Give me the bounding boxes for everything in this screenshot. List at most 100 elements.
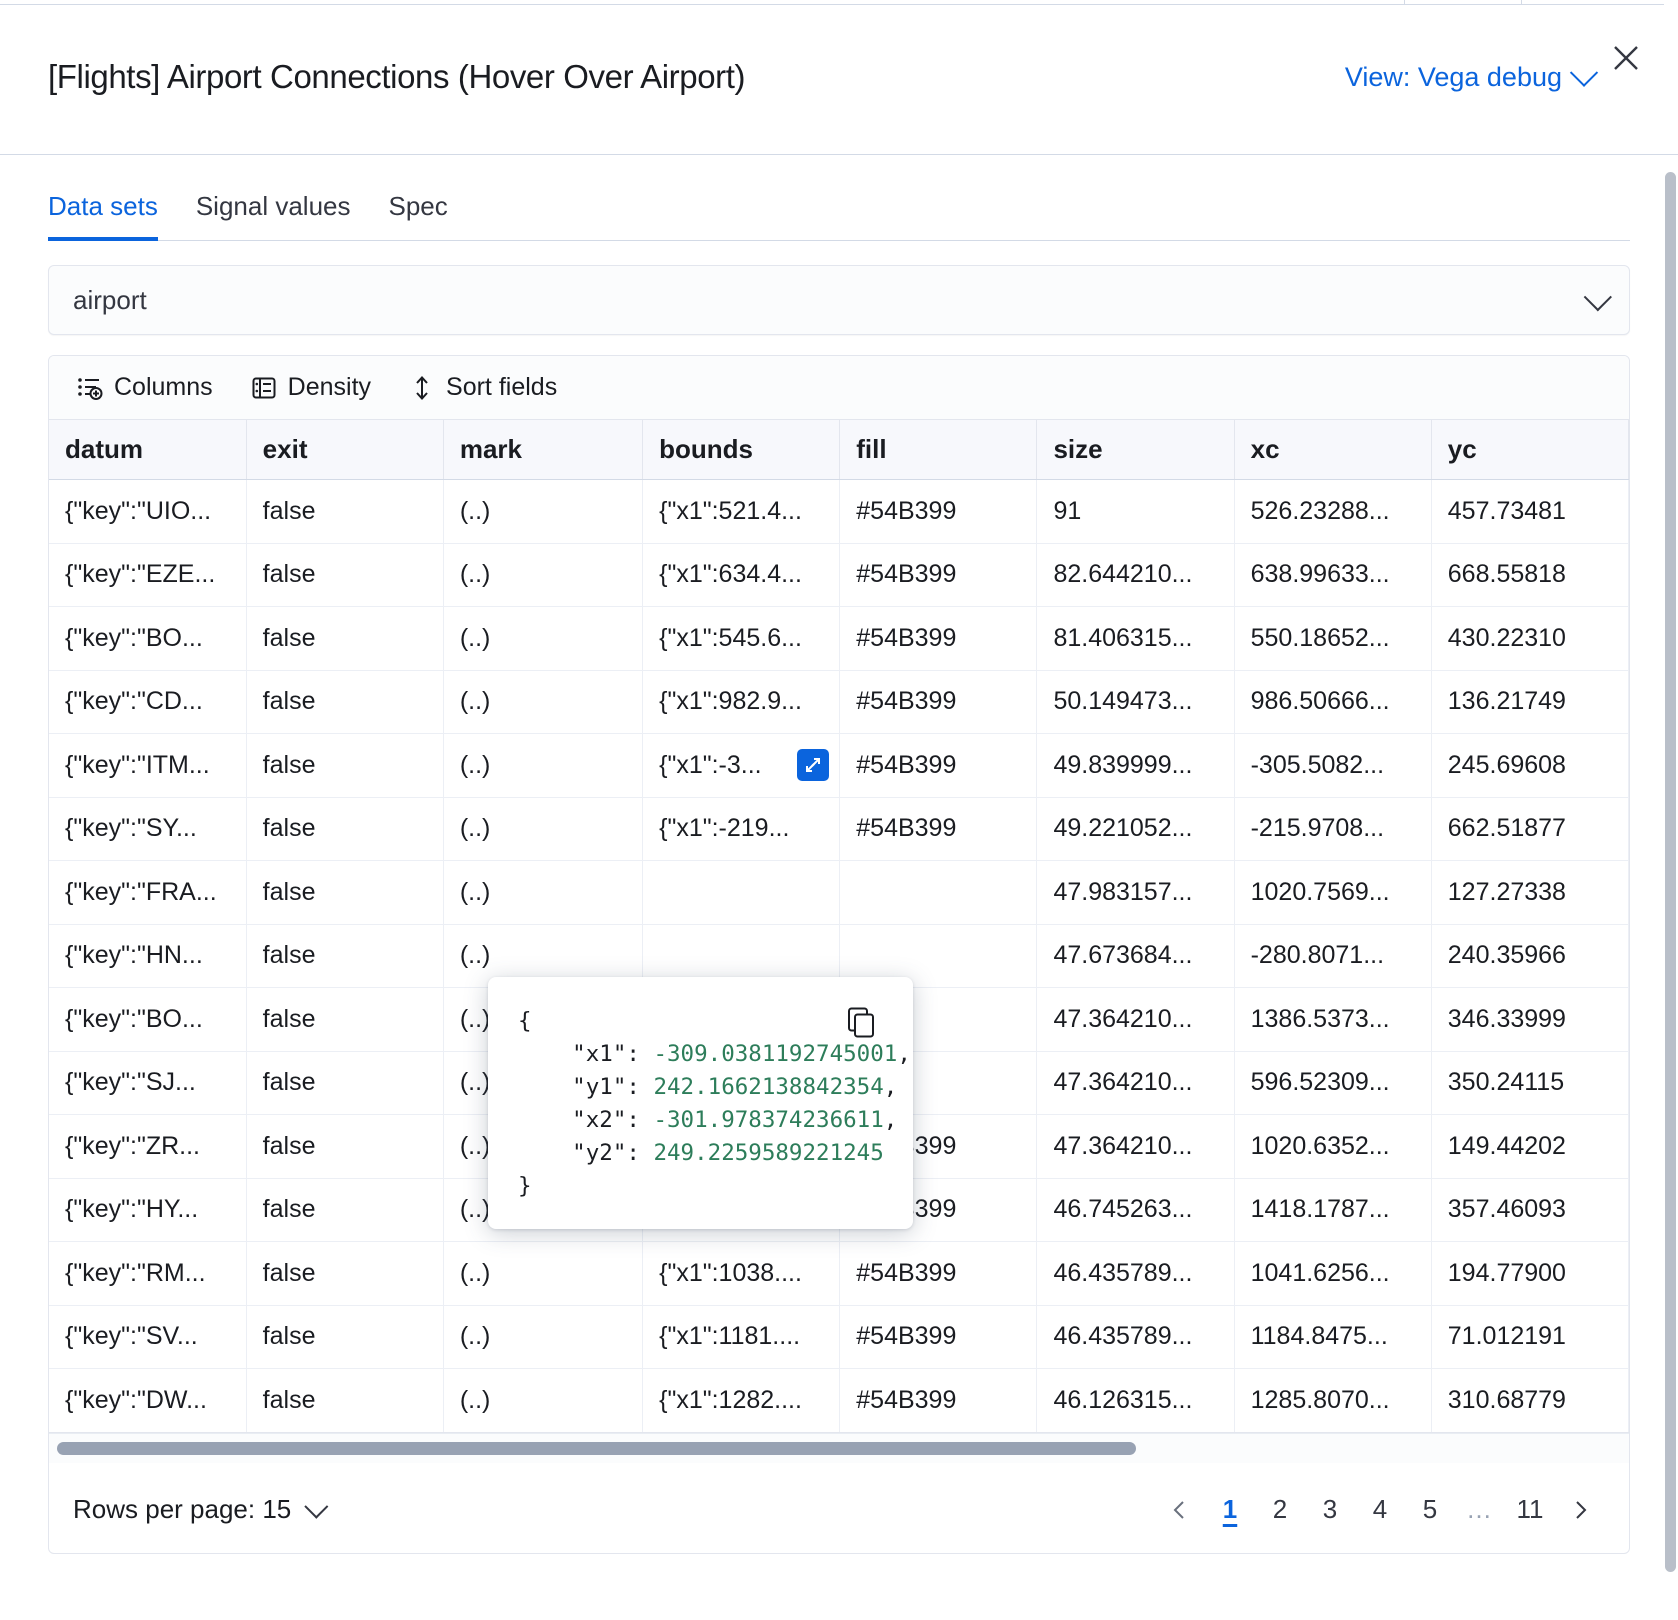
cell-mark[interactable]: (..) — [443, 733, 644, 798]
table-row[interactable]: {"key":"UIO... false (..) {"x1":521.4... #54… — [49, 479, 1629, 544]
columns-button[interactable]: Columns — [77, 373, 213, 402]
cell-yc[interactable]: 662.51877 — [1431, 797, 1629, 861]
table-row[interactable]: {"key":"EZE... false (..) {"x1":634.4... #54… — [49, 543, 1629, 607]
cell-bounds[interactable]: {"x1":1282.... — [642, 1368, 841, 1433]
cell-datum[interactable]: {"key":"RM... — [49, 1241, 247, 1306]
table-row[interactable]: {"key":"CD... false (..) {"x1":982.9... #54B… — [49, 670, 1629, 734]
cell-datum[interactable]: {"key":"HN... — [49, 924, 247, 988]
cell-size[interactable]: 47.983157... — [1036, 860, 1235, 925]
rows-per-page-select[interactable]: Rows per page: 15 — [73, 1494, 329, 1525]
cell-fill[interactable]: #54B399 — [839, 797, 1038, 861]
cell-exit[interactable]: false — [246, 479, 444, 544]
cell-bounds[interactable] — [642, 860, 841, 925]
cell-exit[interactable]: false — [246, 1051, 444, 1115]
cell-yc[interactable]: 357.46093 — [1431, 1178, 1629, 1242]
cell-mark[interactable]: (..) — [443, 670, 644, 734]
horizontal-scroll-track[interactable] — [57, 1441, 1621, 1455]
cell-datum[interactable]: {"key":"CD... — [49, 670, 247, 734]
chevron-left-icon[interactable] — [1155, 1485, 1205, 1535]
page-button-2[interactable]: 2 — [1272, 1494, 1288, 1524]
cell-yc[interactable]: 346.33999 — [1431, 987, 1629, 1052]
cell-size[interactable]: 49.221052... — [1036, 797, 1235, 861]
cell-mark[interactable]: (..) — [443, 1368, 644, 1433]
cell-exit[interactable]: false — [246, 924, 444, 988]
cell-fill[interactable]: #54B399 — [839, 479, 1038, 544]
copy-icon[interactable] — [847, 1007, 877, 1044]
cell-xc[interactable]: 1041.6256... — [1234, 1241, 1432, 1306]
cell-exit[interactable]: false — [246, 1305, 444, 1369]
horizontal-scrollbar[interactable] — [49, 1432, 1629, 1463]
cell-xc[interactable]: -215.9708... — [1234, 797, 1432, 861]
cell-xc[interactable]: 1020.6352... — [1234, 1114, 1432, 1179]
cell-yc[interactable]: 127.27338 — [1431, 860, 1629, 925]
cell-size[interactable]: 47.364210... — [1036, 987, 1235, 1052]
cell-datum[interactable]: {"key":"SJ... — [49, 1051, 247, 1115]
cell-datum[interactable]: {"key":"EZE... — [49, 543, 247, 607]
table-row[interactable]: {"key":"DW... false (..) {"x1":1282.... #54B… — [49, 1368, 1629, 1433]
tab-data-sets[interactable]: Data sets — [48, 181, 158, 241]
column-header-yc[interactable]: yc — [1431, 420, 1629, 480]
cell-fill[interactable]: #54B399 — [839, 670, 1038, 734]
cell-exit[interactable]: false — [246, 606, 444, 671]
cell-exit[interactable]: false — [246, 1368, 444, 1433]
cell-yc[interactable]: 350.24115 — [1431, 1051, 1629, 1115]
cell-size[interactable]: 47.673684... — [1036, 924, 1235, 988]
cell-bounds[interactable]: {"x1":634.4... — [642, 543, 841, 607]
cell-fill[interactable]: #54B399 — [839, 543, 1038, 607]
cell-datum[interactable]: {"key":"FRA... — [49, 860, 247, 925]
cell-bounds[interactable]: {"x1":1181.... — [642, 1305, 841, 1369]
cell-yc[interactable]: 240.35966 — [1431, 924, 1629, 988]
table-row[interactable]: {"key":"HY...false(..){"x1":1414....#54B… — [49, 1178, 1629, 1242]
cell-yc[interactable]: 245.69608 — [1431, 733, 1629, 798]
cell-exit[interactable]: false — [246, 987, 444, 1052]
page-button-5[interactable]: 5 — [1422, 1494, 1438, 1524]
chevron-right-icon[interactable] — [1555, 1485, 1605, 1535]
cell-fill[interactable]: #54B399 — [839, 1241, 1038, 1306]
cell-mark[interactable]: (..) — [443, 1305, 644, 1369]
cell-mark[interactable]: (..) — [443, 797, 644, 861]
dataset-select[interactable]: airport — [48, 265, 1630, 335]
column-header-size[interactable]: size — [1036, 420, 1235, 480]
cell-fill[interactable]: #54B399 — [839, 1305, 1038, 1369]
cell-bounds[interactable]: {"x1":545.6... — [642, 606, 841, 671]
horizontal-scroll-thumb[interactable] — [57, 1441, 1137, 1455]
cell-fill[interactable] — [839, 860, 1038, 925]
cell-yc[interactable]: 457.73481 — [1431, 479, 1629, 544]
page-button-3[interactable]: 3 — [1322, 1494, 1338, 1524]
cell-datum[interactable]: {"key":"BO... — [49, 606, 247, 671]
table-row[interactable]: {"key":"ITM... false (..) {"x1":-3... #54B39… — [49, 733, 1629, 798]
cell-exit[interactable]: false — [246, 670, 444, 734]
table-row[interactable]: {"key":"BO... false (..) {"x1":545.6... #54B… — [49, 606, 1629, 671]
table-row[interactable]: {"key":"FRA... false (..) 47.983157... 1020.… — [49, 860, 1629, 925]
cell-size[interactable]: 47.364210... — [1036, 1051, 1235, 1115]
table-row[interactable]: {"key":"RM... false (..) {"x1":1038.... #54B… — [49, 1241, 1629, 1306]
sort-fields-button[interactable]: Sort fields — [409, 373, 557, 402]
cell-fill[interactable]: #54B399 — [839, 733, 1038, 798]
cell-mark[interactable]: (..) — [443, 1241, 644, 1306]
cell-xc[interactable]: 1020.7569... — [1234, 860, 1432, 925]
cell-xc[interactable]: 526.23288... — [1234, 479, 1432, 544]
view-mode-select[interactable]: View: Vega debug — [1345, 58, 1599, 93]
cell-size[interactable]: 81.406315... — [1036, 606, 1235, 671]
density-button[interactable]: Density — [251, 373, 371, 402]
cell-yc[interactable]: 430.22310 — [1431, 606, 1629, 671]
cell-bounds[interactable]: {"x1":521.4... — [642, 479, 841, 544]
cell-xc[interactable]: 1184.8475... — [1234, 1305, 1432, 1369]
page-button-11[interactable]: 11 — [1516, 1494, 1544, 1524]
cell-yc[interactable]: 136.21749 — [1431, 670, 1629, 734]
cell-exit[interactable]: false — [246, 1114, 444, 1179]
cell-datum[interactable]: {"key":"ZR... — [49, 1114, 247, 1179]
cell-size[interactable]: 46.745263... — [1036, 1178, 1235, 1242]
cell-yc[interactable]: 194.77900 — [1431, 1241, 1629, 1306]
cell-datum[interactable]: {"key":"ITM... — [49, 733, 247, 798]
close-icon[interactable] — [1606, 38, 1646, 78]
cell-yc[interactable]: 149.44202 — [1431, 1114, 1629, 1179]
cell-mark[interactable]: (..) — [443, 606, 644, 671]
cell-mark[interactable]: (..) — [443, 479, 644, 544]
vertical-scrollbar[interactable] — [1665, 172, 1676, 1572]
expand-cell-button[interactable] — [797, 749, 830, 782]
cell-bounds[interactable]: {"x1":-219... — [642, 797, 841, 861]
cell-size[interactable]: 47.364210... — [1036, 1114, 1235, 1179]
cell-xc[interactable]: -280.8071... — [1234, 924, 1432, 988]
cell-size[interactable]: 91 — [1036, 479, 1235, 544]
